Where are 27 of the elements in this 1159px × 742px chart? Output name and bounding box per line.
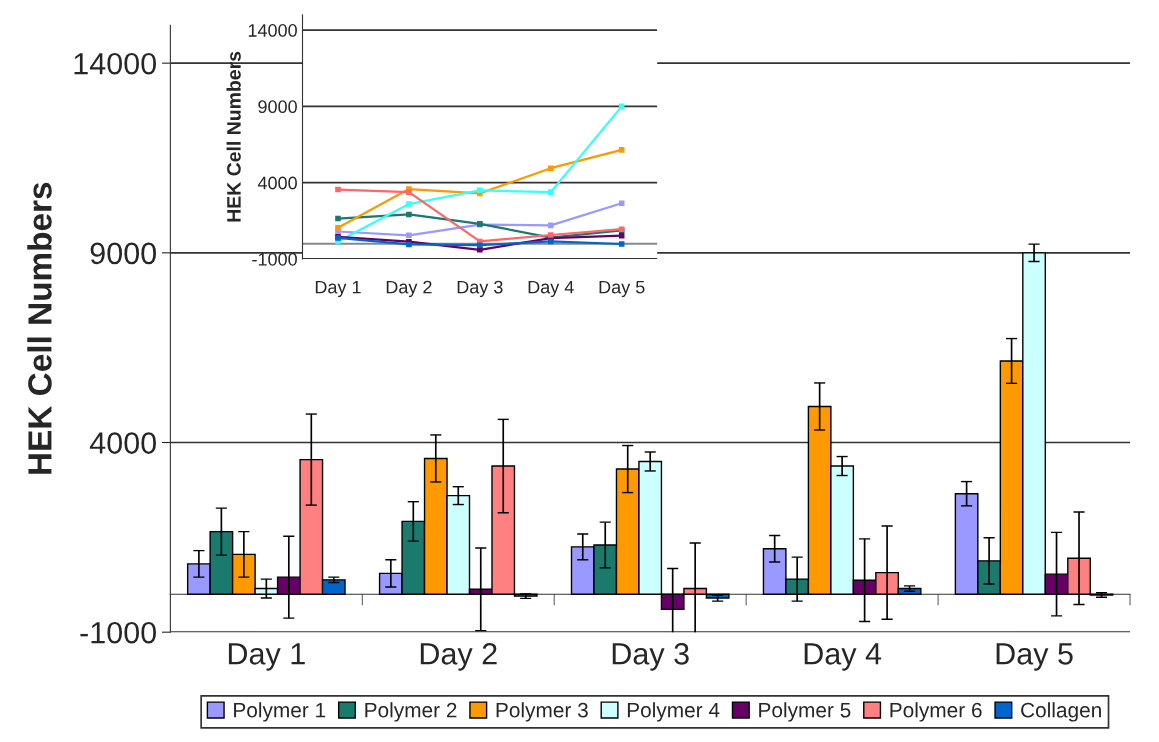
legend-label: Polymer 6 — [890, 702, 982, 722]
y-tick-label: 9000 — [258, 100, 297, 114]
x-tick-label: Day 4 — [804, 643, 882, 671]
legend-label: Polymer 5 — [759, 702, 851, 722]
x-tick-label: Day 4 — [528, 280, 574, 298]
y-tick-label: -1000 — [252, 252, 297, 266]
x-tick-label: Day 1 — [315, 280, 361, 298]
x-tick-label: Day 3 — [612, 642, 689, 671]
legend-label: Polymer 4 — [627, 702, 720, 722]
legend-label: Collagen — [1021, 702, 1101, 722]
x-tick-label: Day 3 — [457, 280, 503, 298]
x-tick-label: Day 2 — [420, 642, 497, 671]
legend-label: Polymer 1 — [234, 702, 326, 722]
x-tick-label: Day 5 — [996, 643, 1073, 671]
y-axis-title: HEK Cell Numbers — [27, 182, 52, 474]
x-tick-label: Day 5 — [599, 280, 645, 298]
legend-label: Polymer 3 — [496, 702, 588, 722]
x-tick-label: Day 2 — [386, 280, 432, 298]
y-tick-label: -1000 — [80, 621, 156, 644]
y-tick-label: 4000 — [89, 432, 156, 454]
y-tick-label: 14000 — [248, 24, 297, 37]
y-tick-label: 9000 — [90, 242, 156, 265]
x-tick-label: Day 1 — [228, 643, 305, 671]
y-axis-title: HEK Cell Numbers — [226, 51, 241, 222]
y-tick-label: 4000 — [257, 176, 297, 190]
y-tick-label: 14000 — [74, 52, 156, 75]
legend-label: Polymer 2 — [365, 702, 457, 722]
